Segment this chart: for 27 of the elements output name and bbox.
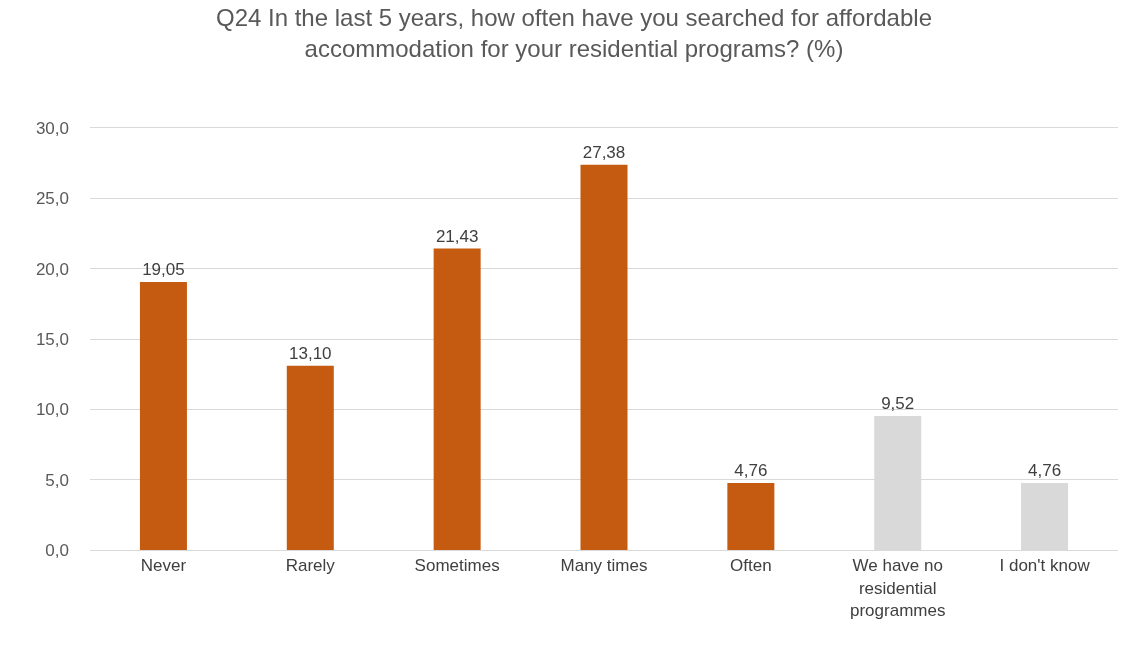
- y-tick-label: 25,0: [35, 189, 69, 209]
- x-tick-label: Often: [730, 556, 772, 576]
- data-label: 4,76: [734, 461, 768, 481]
- bar: [727, 483, 775, 550]
- chart-title: Q24 In the last 5 years, how often have you searched for affordable accommodation for your residential programs? (%): [215, 4, 933, 63]
- bar: [580, 164, 628, 550]
- data-label: 27,38: [582, 142, 626, 162]
- bar: [139, 282, 187, 550]
- x-tick-label: I don't know: [999, 556, 1091, 576]
- data-label: 21,43: [435, 226, 479, 246]
- x-tick-label: Never: [140, 556, 187, 576]
- data-label: 13,10: [289, 343, 332, 363]
- bar: [433, 248, 481, 550]
- bar: [286, 365, 334, 550]
- x-tick-label: We have no residential programmes: [850, 556, 946, 620]
- x-tick-label: Many times: [560, 556, 648, 576]
- data-label: 4,76: [1028, 461, 1062, 481]
- data-label: 9,52: [881, 394, 915, 414]
- y-tick-label: 20,0: [35, 259, 69, 279]
- y-tick-label: 0,0: [45, 540, 69, 560]
- y-tick-label: 5,0: [45, 470, 69, 490]
- x-tick-label: Rarely: [285, 556, 336, 576]
- data-label: 19,05: [142, 260, 185, 280]
- y-tick-label: 30,0: [35, 118, 69, 138]
- y-tick-label: 10,0: [35, 400, 69, 420]
- y-tick-label: 15,0: [35, 329, 69, 349]
- x-tick-label: Sometimes: [414, 556, 500, 576]
